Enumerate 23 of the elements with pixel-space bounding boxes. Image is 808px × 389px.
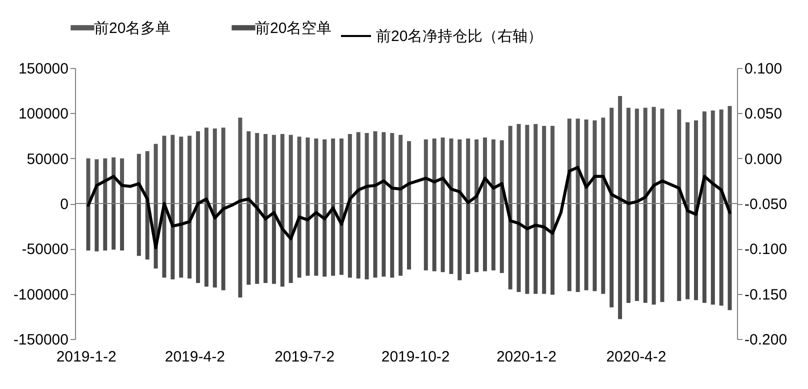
y-tick-label: 50000 <box>26 150 68 168</box>
x-tick-label: 2019-7-2 <box>274 348 335 366</box>
y-tick-label: -100000 <box>13 286 68 304</box>
legend-label: 前20名空单 <box>255 20 332 37</box>
y2-tick-label: -0.100 <box>744 241 788 258</box>
y-tick-label: 150000 <box>18 60 68 78</box>
x-tick-label: 2019-10-2 <box>381 348 450 366</box>
y2-tick-label: 0.050 <box>744 106 782 123</box>
y2-tick-label: -0.050 <box>744 196 788 213</box>
y2-tick-label: -0.150 <box>744 286 788 304</box>
x-tick-label: 2020-4-2 <box>606 348 666 366</box>
y2-tick-label: 0.100 <box>744 60 782 78</box>
y2-tick-label: -0.200 <box>744 332 788 348</box>
legend-label: 前20名净持仓比（右轴） <box>376 28 543 45</box>
y-tick-label: 100000 <box>18 106 68 123</box>
x-tick-label: 2019-4-2 <box>164 348 225 366</box>
y-tick-label: -150000 <box>13 332 68 348</box>
x-tick-label: 2019-1-2 <box>56 348 116 366</box>
y2-tick-label: 0.000 <box>744 150 782 168</box>
y-tick-label: 0 <box>60 196 68 213</box>
y-tick-label: -50000 <box>22 241 68 258</box>
legend-label: 前20名多单 <box>94 20 171 37</box>
x-tick-label: 2020-1-2 <box>496 348 557 366</box>
